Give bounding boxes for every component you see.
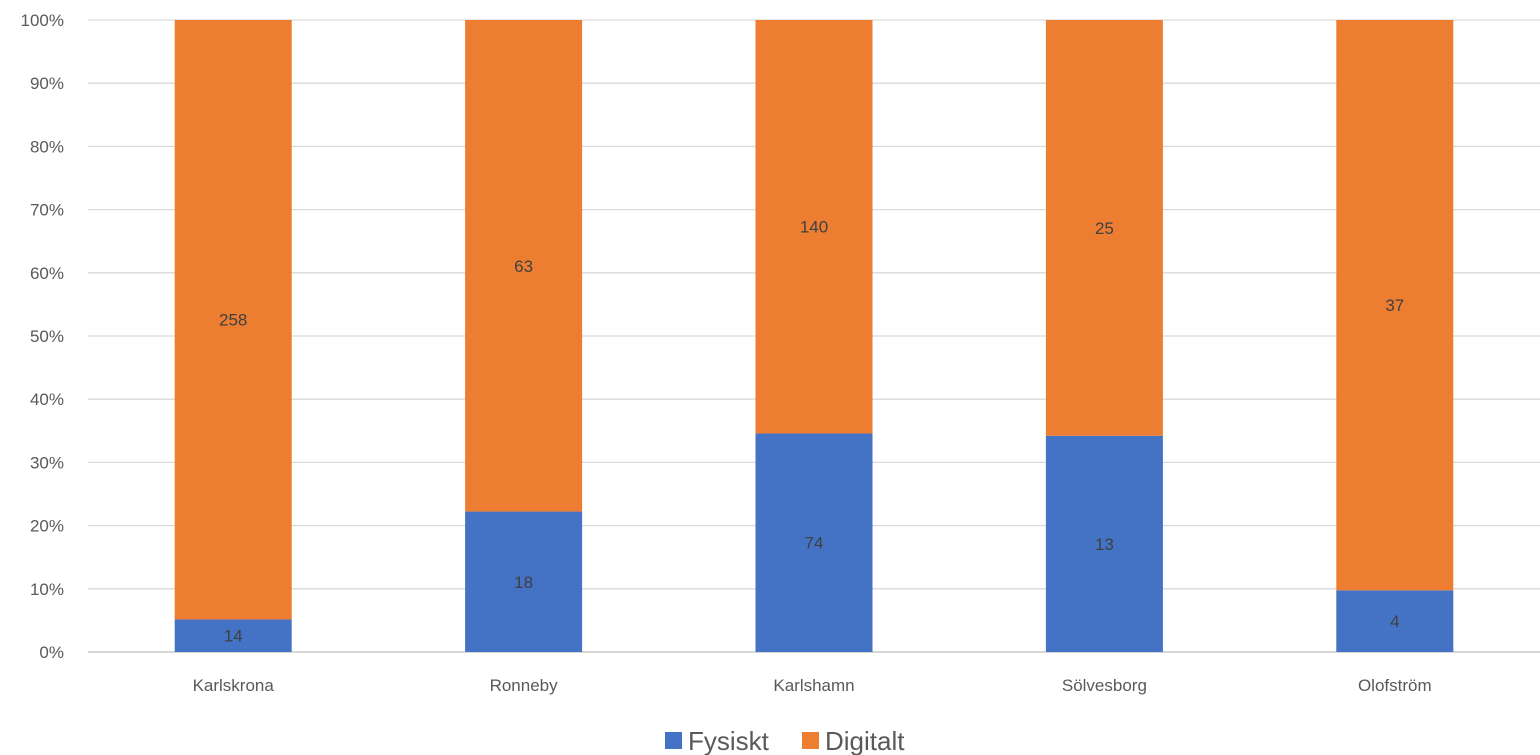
y-tick-label: 30% bbox=[30, 453, 64, 472]
data-label: 74 bbox=[805, 534, 824, 553]
legend-swatch-digitalt bbox=[802, 732, 819, 749]
x-category-label: Sölvesborg bbox=[1062, 676, 1147, 695]
data-label: 4 bbox=[1390, 612, 1399, 631]
bar-fysiskt-2 bbox=[755, 433, 873, 652]
bars: 14 258 18 63 74 140 13 25 4 37 bbox=[174, 20, 1454, 652]
y-tick-label: 20% bbox=[30, 517, 64, 536]
x-category-label: Olofström bbox=[1358, 676, 1432, 695]
bar-digitalt-1 bbox=[465, 20, 583, 512]
x-category-label: Karlshamn bbox=[773, 676, 854, 695]
bar-fysiskt-1 bbox=[465, 511, 583, 652]
x-category-label: Karlskrona bbox=[193, 676, 275, 695]
bar-fysiskt-3 bbox=[1045, 435, 1163, 652]
data-label: 63 bbox=[514, 257, 533, 276]
legend-swatch-fysiskt bbox=[665, 732, 682, 749]
x-category-label: Ronneby bbox=[490, 676, 559, 695]
y-tick-label: 50% bbox=[30, 327, 64, 346]
y-tick-label: 100% bbox=[21, 11, 64, 30]
y-tick-label: 60% bbox=[30, 264, 64, 283]
y-tick-label: 90% bbox=[30, 74, 64, 93]
bar-fysiskt-0 bbox=[174, 619, 292, 652]
data-label: 13 bbox=[1095, 535, 1114, 554]
data-label: 18 bbox=[514, 573, 533, 592]
bar-digitalt-4 bbox=[1336, 20, 1454, 591]
data-label: 140 bbox=[800, 218, 828, 237]
y-tick-label: 40% bbox=[30, 390, 64, 409]
bar-digitalt-0 bbox=[174, 20, 292, 620]
data-label: 25 bbox=[1095, 219, 1114, 238]
bar-fysiskt-4 bbox=[1336, 590, 1454, 652]
legend: Fysiskt Digitalt bbox=[665, 726, 905, 755]
legend-label-fysiskt: Fysiskt bbox=[688, 726, 770, 755]
y-tick-label: 0% bbox=[39, 643, 64, 662]
bar-digitalt-3 bbox=[1045, 20, 1163, 436]
y-tick-label: 80% bbox=[30, 137, 64, 156]
data-label: 14 bbox=[224, 627, 243, 646]
y-axis-ticks: 0% 10% 20% 30% 40% 50% 60% 70% 80% 90% 100% bbox=[21, 11, 64, 662]
data-label: 258 bbox=[219, 311, 247, 330]
x-axis-labels: Karlskrona Ronneby Karlshamn Sölvesborg Olof… bbox=[193, 676, 1432, 695]
y-tick-label: 70% bbox=[30, 201, 64, 220]
bar-digitalt-2 bbox=[755, 20, 873, 434]
data-label: 37 bbox=[1385, 296, 1404, 315]
legend-label-digitalt: Digitalt bbox=[825, 726, 905, 755]
y-tick-label: 10% bbox=[30, 580, 64, 599]
